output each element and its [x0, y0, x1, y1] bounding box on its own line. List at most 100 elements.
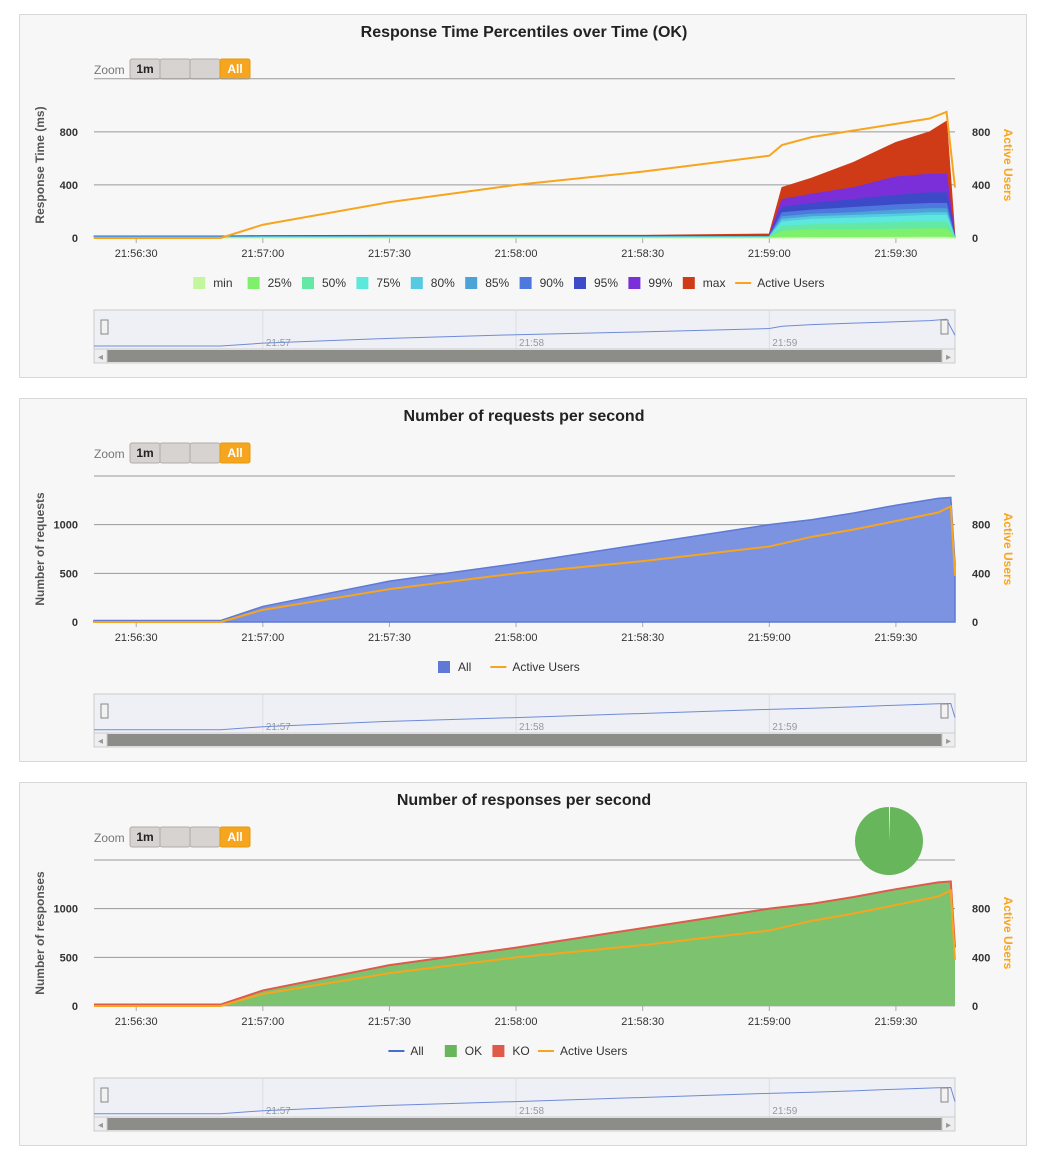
zoom-button-blank-2[interactable] [189, 442, 221, 464]
zoom-button-blank-1[interactable] [159, 442, 191, 464]
y-axis-label: Number of requests [33, 492, 47, 606]
legend-label: KO [512, 1044, 529, 1058]
x-tick-label: 21:57:30 [368, 248, 411, 260]
zoom-button-label: All [227, 446, 242, 460]
x-tick-label: 21:56:30 [115, 632, 158, 644]
zoom-button-blank-2[interactable] [189, 58, 221, 80]
x-tick-label: 21:57:30 [368, 632, 411, 644]
navigator-handle-right[interactable] [940, 1087, 949, 1103]
legend-item-99-[interactable]: 99% [628, 276, 673, 290]
legend-label: Active Users [757, 276, 824, 290]
scrollbar-thumb[interactable] [107, 350, 942, 362]
legend-label: 99% [648, 276, 672, 290]
chart-percentiles: Response Time Percentiles over Time (OK)… [33, 24, 1015, 364]
legend-item-min[interactable]: min [193, 276, 233, 290]
scroll-left-arrow-icon: ◂ [98, 736, 103, 747]
scrollbar-thumb[interactable] [107, 1118, 942, 1130]
zoom-label: Zoom [94, 447, 125, 461]
legend-item-max[interactable]: max [682, 276, 726, 290]
legend-item-50-[interactable]: 50% [302, 276, 346, 290]
legend-item-75-[interactable]: 75% [356, 276, 401, 290]
plot-area [93, 496, 956, 623]
y2-tick-label: 800 [972, 127, 990, 139]
legend-item-25-[interactable]: 25% [247, 276, 292, 290]
navigator-handle-left[interactable] [100, 319, 109, 335]
navigator-handle-right[interactable] [940, 319, 949, 335]
legend-label: All [410, 1044, 423, 1058]
y-tick-label: 1000 [54, 520, 78, 532]
zoom-button-blank-1[interactable] [159, 58, 191, 80]
zoom-button-label: 1m [136, 62, 153, 76]
area-ok [94, 881, 955, 1006]
scroll-right-arrow-icon: ▸ [946, 1120, 951, 1131]
legend-symbol [628, 277, 641, 289]
y2-tick-label: 400 [972, 952, 990, 964]
navigator-tick-label: 21:57 [266, 1106, 291, 1117]
legend-symbol [410, 277, 423, 289]
legend-symbol [444, 1045, 457, 1057]
scrollbar-right-button[interactable] [941, 1116, 956, 1132]
y-tick-label: 800 [60, 127, 78, 139]
y2-tick-label: 800 [972, 904, 990, 916]
scrollbar-thumb[interactable] [107, 734, 942, 746]
zoom-button-All[interactable] [219, 442, 251, 464]
legend-item-95-[interactable]: 95% [574, 276, 618, 290]
y2-tick-label: 0 [972, 617, 978, 629]
navigator-handle-left[interactable] [100, 703, 109, 719]
scrollbar-right-button[interactable] [941, 348, 956, 364]
legend-label: min [213, 276, 232, 290]
scrollbar-right-button[interactable] [941, 732, 956, 748]
scrollbar-left-button[interactable] [93, 348, 108, 364]
legend-symbol [438, 661, 450, 673]
legend-label: All [458, 660, 471, 674]
scroll-right-arrow-icon: ▸ [946, 352, 951, 363]
scrollbar-left-button[interactable] [93, 732, 108, 748]
legend-item-90-[interactable]: 90% [519, 276, 564, 290]
x-tick-label: 21:56:30 [115, 248, 158, 260]
y2-axis-label: Active Users [1001, 129, 1015, 202]
legend-item-active-users[interactable]: Active Users [490, 660, 580, 674]
y-axis-label: Response Time (ms) [33, 106, 47, 223]
legend-item-85-[interactable]: 85% [465, 276, 510, 290]
x-tick-label: 21:56:30 [115, 1016, 158, 1028]
x-tick-label: 21:59:30 [874, 248, 917, 260]
navigator-tick-label: 21:58 [519, 1106, 544, 1117]
x-tick-label: 21:59:30 [874, 632, 917, 644]
x-tick-label: 21:58:30 [621, 1016, 664, 1028]
navigator-tick-label: 21:59 [772, 338, 797, 349]
navigator-handle-left[interactable] [100, 1087, 109, 1103]
legend-label: Active Users [512, 660, 579, 674]
navigator-tick-label: 21:58 [519, 722, 544, 733]
area-min [94, 236, 956, 239]
y-tick-label: 0 [72, 233, 78, 245]
legend-item-80-[interactable]: 80% [410, 276, 455, 290]
zoom-label: Zoom [94, 831, 125, 845]
legend-symbol [302, 277, 314, 289]
legend-item-all[interactable]: All [388, 1044, 424, 1058]
navigator-tick-label: 21:57 [266, 338, 291, 349]
y2-tick-label: 0 [972, 1001, 978, 1013]
zoom-button-blank-2[interactable] [189, 826, 221, 848]
scrollbar-left-button[interactable] [93, 1116, 108, 1132]
legend-item-all[interactable]: All [438, 660, 471, 674]
zoom-button-label: All [227, 62, 242, 76]
navigator-handle-right[interactable] [940, 703, 949, 719]
zoom-button-label: 1m [136, 830, 153, 844]
legend-label: 80% [431, 276, 455, 290]
legend-symbol [492, 1045, 505, 1057]
x-tick-label: 21:59:00 [748, 632, 791, 644]
legend-symbol [465, 277, 478, 289]
navigator[interactable] [93, 309, 956, 350]
zoom-button-All[interactable] [219, 826, 251, 848]
legend-item-ko[interactable]: KO [492, 1044, 530, 1058]
plot-area [94, 880, 956, 1007]
legend-symbol [519, 277, 532, 289]
zoom-button-label: All [227, 830, 242, 844]
legend-item-active-users[interactable]: Active Users [538, 1044, 627, 1058]
legend-item-active-users[interactable]: Active Users [735, 276, 825, 290]
legend-label: 75% [376, 276, 400, 290]
navigator-tick-label: 21:57 [266, 722, 291, 733]
y-tick-label: 1000 [54, 904, 78, 916]
legend-item-ok[interactable]: OK [444, 1044, 482, 1058]
zoom-button-blank-1[interactable] [159, 826, 191, 848]
